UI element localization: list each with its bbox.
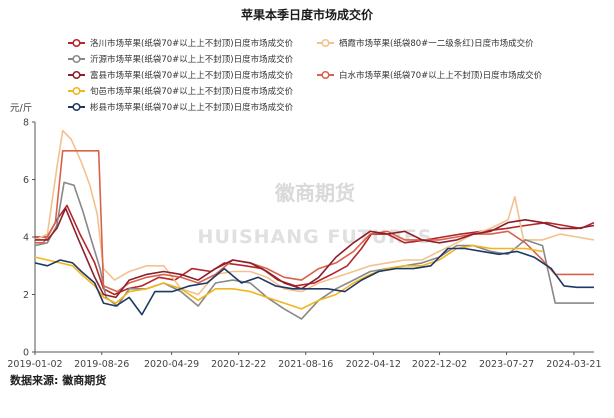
legend-marker-6 (72, 102, 81, 112)
y-tick-label: 0 (23, 348, 29, 359)
legend-label-4: 富县市场苹果(纸袋70#以上上不封顶)日度市场成交价 (90, 70, 294, 81)
series-line-4 (35, 207, 595, 299)
series-line-3 (35, 150, 594, 293)
legend-marker-2 (72, 54, 81, 64)
data-source-note: 数据来源: 徽商期货 (10, 373, 106, 387)
legend-label-0: 洛川市场苹果(纸袋70#以上上不封顶)日度市场成交价 (90, 38, 294, 49)
legend-label-5: 旬邑市场苹果(纸袋70#以上上不封顶)日度市场成交价 (90, 86, 294, 97)
x-tick-label: 2020-04-29 (144, 359, 199, 370)
y-tick-label: 8 (23, 118, 29, 129)
legend-marker-1 (321, 38, 330, 48)
x-tick-label: 2023-07-27 (479, 359, 534, 370)
legend-label-2: 沂源市场苹果(纸袋70#以上上不封顶)日度市场成交价 (90, 54, 294, 65)
x-tick-label: 2019-01-02 (7, 359, 62, 370)
y-tick-label: 6 (23, 175, 29, 186)
legend-marker-0 (72, 38, 81, 48)
y-tick-label: 4 (23, 233, 29, 244)
x-tick-label: 2024-03-21 (546, 359, 601, 370)
axes: 0 2 4 6 8 2019-01-02 2019-08-26 2020-04-29 2020-… (7, 118, 601, 371)
legend-marker-5 (72, 86, 81, 96)
legend-label-3: 白水市场苹果(纸袋70#以上上不封顶)日度市场成交价 (339, 70, 543, 81)
legend: 洛川市场苹果(纸袋70#以上上不封顶)日度市场成交价 栖霞市场苹果(纸袋80#一二… (68, 38, 543, 113)
plot-area (34, 129, 595, 320)
y-tick-label: 2 (23, 290, 29, 301)
x-tick-label: 2021-08-16 (278, 359, 333, 370)
series-line-6 (34, 247, 594, 316)
series-line-1 (34, 129, 595, 296)
legend-label-1: 栖霞市场苹果(纸袋80#一二级条红)日度市场成交价 (339, 38, 534, 49)
x-tick-label: 2020-12-22 (211, 359, 266, 370)
legend-label-6: 彬县市场苹果(纸袋70#以上上不封顶)日度市场成交价 (90, 102, 294, 113)
x-tick-label: 2022-04-12 (346, 359, 401, 370)
series-line-2 (34, 181, 594, 320)
x-tick-label: 2022-12-02 (412, 359, 467, 370)
legend-marker-4 (72, 70, 81, 80)
watermark-cn: 徽商期货 (274, 181, 355, 205)
chart-title: 苹果本季日度市场成交价 (241, 7, 374, 22)
y-axis-unit-label: 元/斤 (10, 103, 32, 114)
x-tick-label: 2019-08-26 (74, 359, 129, 370)
legend-marker-3 (321, 70, 330, 80)
